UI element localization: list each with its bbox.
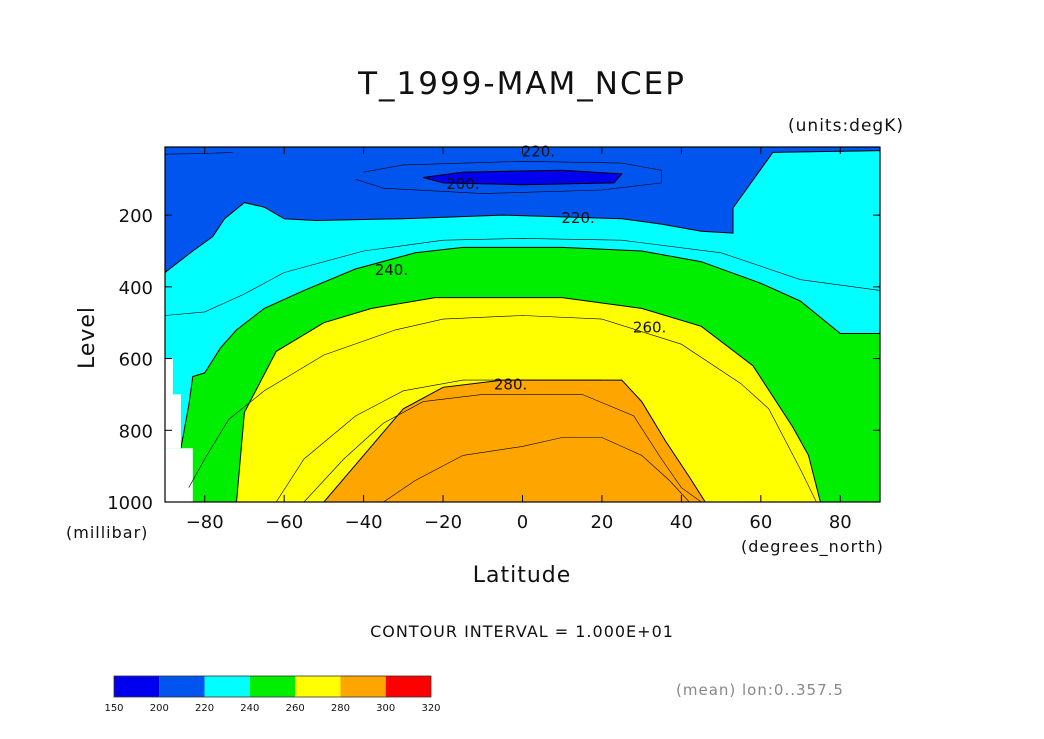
- y-tick-label: 800: [119, 421, 153, 442]
- colorbar-label: 200: [150, 703, 169, 714]
- x-tick-label: −20: [424, 512, 462, 533]
- x-tick-label: −80: [186, 512, 224, 533]
- colorbar-swatch: [385, 676, 431, 697]
- y-tick-label: 600: [119, 350, 153, 371]
- colorbar-frame: [113, 675, 432, 698]
- contour-label: 220.: [522, 143, 555, 161]
- contour-line: [355, 160, 662, 194]
- colorbar-swatch: [159, 676, 205, 697]
- colorbar-label: 260: [286, 703, 305, 714]
- x-tick-label: 80: [829, 512, 852, 533]
- band-fill-150-200: [423, 169, 623, 186]
- contour-interval-note: CONTOUR INTERVAL = 1.000E+01: [370, 622, 674, 641]
- x-tick-label: 60: [749, 512, 772, 533]
- chart-title: T_1999-MAM_NCEP: [358, 66, 686, 102]
- contour-label: 220.: [561, 209, 594, 227]
- y-tick-label: 200: [119, 206, 153, 227]
- colorbar-swatch: [295, 676, 341, 697]
- contour-line: [188, 315, 817, 502]
- colorbar-swatch: [114, 676, 160, 697]
- x-tick-label: 0: [517, 512, 528, 533]
- colorbar-swatch: [340, 676, 386, 697]
- y-tick-label: 400: [119, 278, 153, 299]
- band-fill-280-300: [323, 379, 706, 502]
- y-tick-label: 1000: [107, 493, 153, 514]
- x-tick-label: −60: [265, 512, 303, 533]
- colorbar-label: 220: [195, 703, 214, 714]
- units-label: (units:degK): [788, 116, 904, 136]
- missing-data-patch: [165, 394, 181, 449]
- x-tick-label: 40: [670, 512, 693, 533]
- colorbar-label: 280: [331, 703, 350, 714]
- missing-data-patch: [165, 358, 173, 395]
- contour-line: [303, 394, 702, 502]
- x-tick-label: −40: [345, 512, 383, 533]
- mean-footnote: (mean) lon:0..357.5: [676, 681, 844, 699]
- colorbar-label: 320: [421, 703, 440, 714]
- colorbar-swatch: [204, 676, 250, 697]
- band-fill-200-220: [165, 147, 880, 274]
- y-axis-units: (millibar): [66, 523, 149, 542]
- contour-label: 200.: [446, 175, 479, 193]
- contour-label: 260.: [633, 318, 666, 336]
- contour-line: [165, 238, 880, 316]
- missing-data-patch: [165, 448, 193, 502]
- x-axis-units: (degrees_north): [741, 537, 884, 556]
- contour-line: [275, 379, 602, 502]
- colorbar-swatch: [249, 676, 296, 697]
- contour-label: 280.: [494, 376, 527, 394]
- colorbar-label: 150: [104, 703, 123, 714]
- x-axis-label: Latitude: [472, 563, 572, 588]
- x-tick-label: 20: [590, 512, 613, 533]
- colorbar-label: 240: [240, 703, 259, 714]
- contour-line: [383, 437, 690, 502]
- colorbar-label: 300: [376, 703, 395, 714]
- contour-label: 240.: [375, 261, 408, 279]
